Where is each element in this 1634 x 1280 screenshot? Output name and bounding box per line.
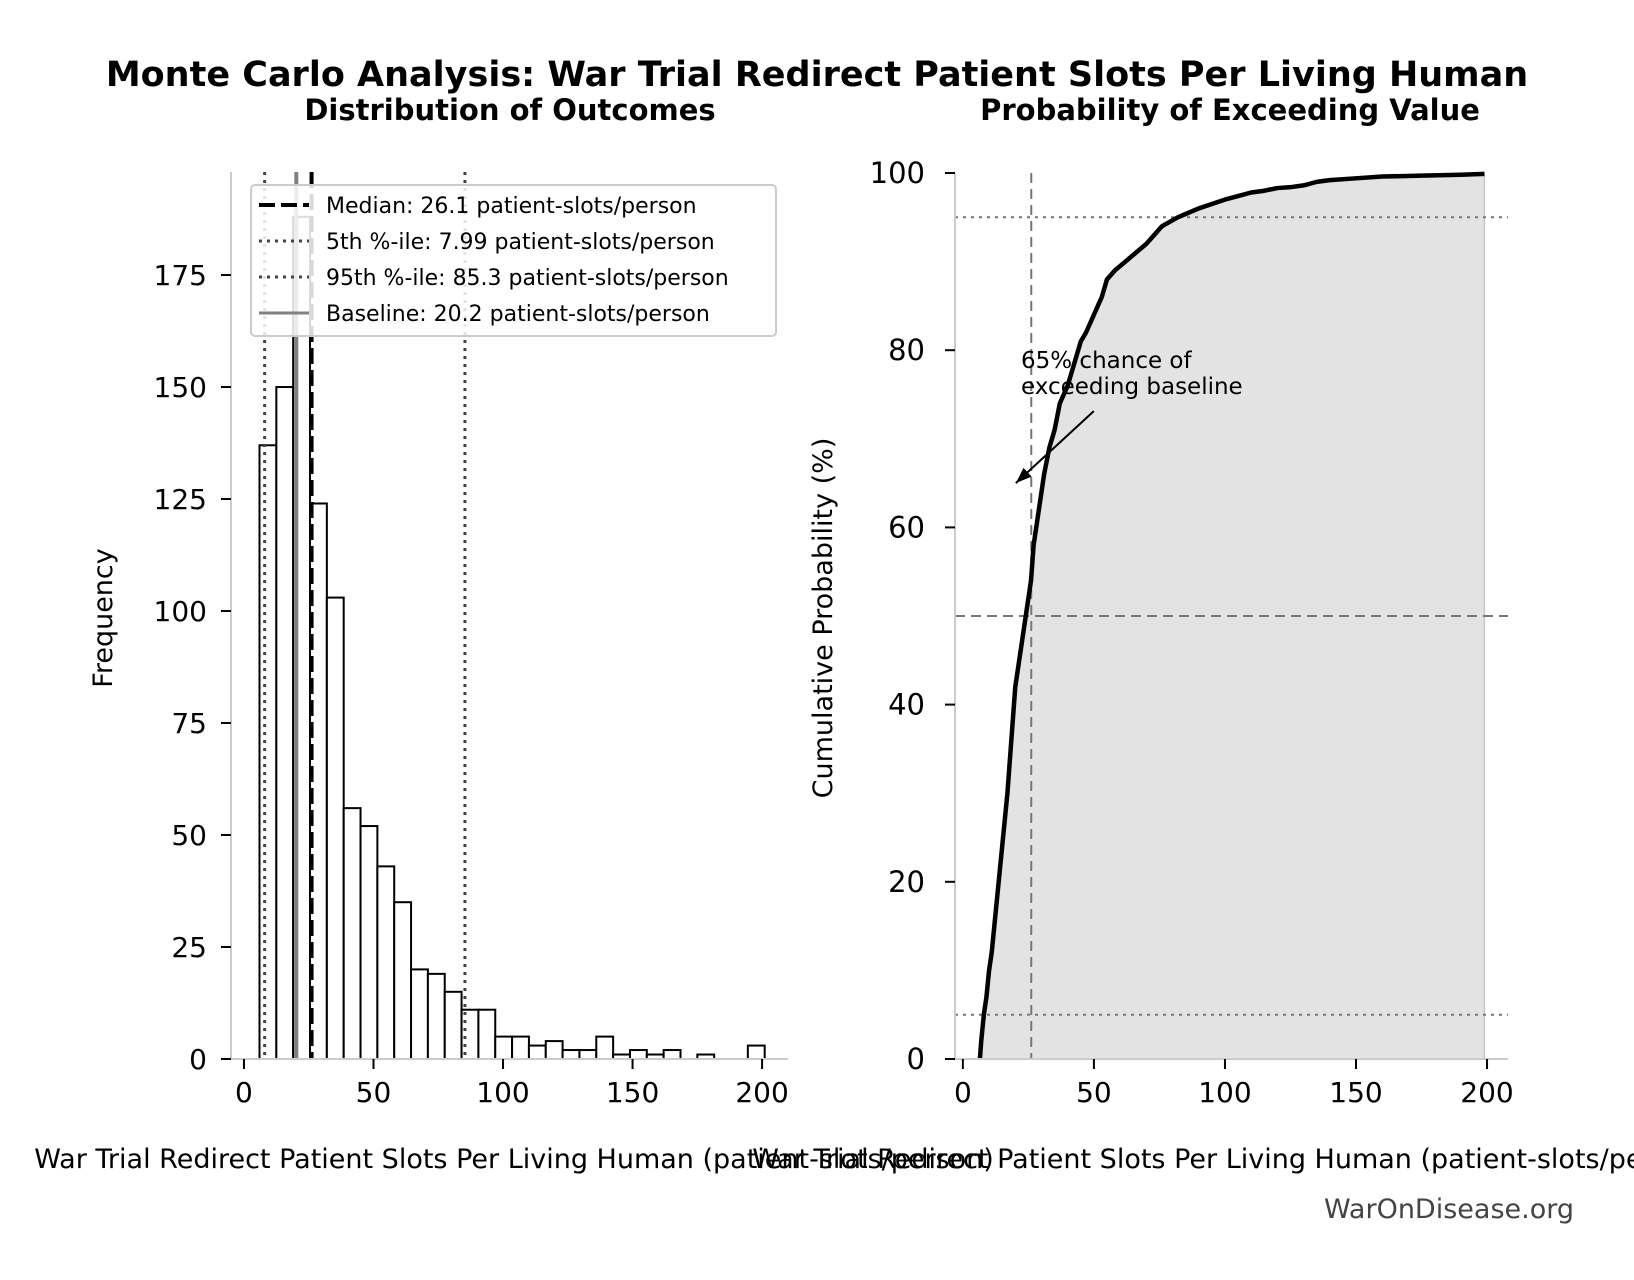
histogram-bar <box>460 1008 480 1061</box>
x-tick-label: 200 <box>1460 1076 1513 1109</box>
y-tick-label: 100 <box>154 595 207 628</box>
y-tick-label: 125 <box>154 483 207 516</box>
histogram-bar <box>561 1049 581 1061</box>
y-tick-label: 40 <box>888 688 925 722</box>
y-tick-label: 20 <box>888 865 925 899</box>
annotation-line-2: exceeding baseline <box>1021 374 1243 400</box>
y-tick-label: 50 <box>171 819 207 852</box>
histogram-y-axis-label: Frequency <box>88 548 119 688</box>
histogram-bar <box>527 1044 547 1060</box>
histogram-legend: Median: 26.1 patient-slots/person 5th %-… <box>250 184 777 337</box>
cdf-reference-lines <box>955 173 1508 1059</box>
y-tick-label: 175 <box>154 259 207 292</box>
cdf-line <box>977 171 1485 1060</box>
legend-p95-label: 95th %-ile: 85.3 patient-slots/person <box>326 266 729 291</box>
y-tick-label: 150 <box>154 371 207 404</box>
histogram-bar <box>410 968 429 1061</box>
histogram-bar <box>578 1049 598 1061</box>
annotation-line-1: 65% chance of <box>1021 348 1193 374</box>
y-tick-label: 0 <box>907 1042 925 1076</box>
y-tick-label: 25 <box>171 931 207 964</box>
histogram-panel: Distribution of Outcomes 0 25 50 75 100 125 15… <box>34 93 994 1175</box>
cdf-y-axis-label: Cumulative Probability (%) <box>808 438 839 799</box>
histogram-bar <box>477 1008 497 1061</box>
legend-frame <box>250 184 777 337</box>
y-tick-label: 75 <box>171 707 207 740</box>
x-tick-label: 100 <box>476 1076 529 1109</box>
cdf-x-axis-label: War Trial Redirect Patient Slots Per Liv… <box>752 1144 1634 1175</box>
legend-baseline-label: Baseline: 20.2 patient-slots/person <box>326 302 710 327</box>
annotation-arrow <box>1015 410 1095 484</box>
histogram-x-axis-label: War Trial Redirect Patient Slots Per Liv… <box>34 1144 994 1175</box>
legend-p5-label: 5th %-ile: 7.99 patient-slots/person <box>326 230 715 255</box>
histogram-bar <box>325 596 345 1060</box>
x-tick-label: 50 <box>356 1076 392 1109</box>
cdf-title: Probability of Exceeding Value <box>980 93 1480 127</box>
histogram-axes: 0 25 50 75 100 125 150 175 0 50 100 150 200 <box>154 172 789 1109</box>
x-tick-label: 0 <box>235 1076 253 1109</box>
cdf-curve <box>977 171 1485 1060</box>
histogram-bar <box>376 865 396 1061</box>
y-tick-label: 0 <box>189 1043 207 1076</box>
histogram-bars <box>258 172 766 1061</box>
histogram-bar <box>258 444 278 1060</box>
histogram-bar <box>494 1035 514 1060</box>
cdf-axes: 0 20 40 60 80 100 0 50 100 150 200 <box>870 156 1514 1109</box>
histogram-bar <box>628 1049 648 1061</box>
cdf-panel: Probability of Exceeding Value 0 20 40 60 80… <box>752 93 1634 1175</box>
annotation-arrow-head <box>1015 467 1032 484</box>
histogram-bar <box>544 1040 564 1061</box>
x-tick-label: 100 <box>1198 1076 1251 1109</box>
histogram-bar <box>746 1044 766 1060</box>
histogram-title: Distribution of Outcomes <box>304 93 715 127</box>
x-tick-label: 200 <box>735 1076 788 1109</box>
cdf-annotation: 65% chance of exceeding baseline <box>1015 348 1243 484</box>
y-tick-label: 80 <box>888 333 925 367</box>
histogram-bar <box>511 1035 530 1060</box>
x-tick-label: 0 <box>954 1076 972 1109</box>
histogram-bar <box>342 807 362 1060</box>
histogram-bar <box>393 901 413 1061</box>
histogram-bar <box>595 1035 615 1060</box>
y-tick-label: 100 <box>870 156 925 190</box>
histogram-bar <box>443 990 463 1061</box>
x-tick-label: 150 <box>1329 1076 1382 1109</box>
histogram-bar <box>426 972 446 1061</box>
x-tick-label: 150 <box>606 1076 659 1109</box>
legend-median-label: Median: 26.1 patient-slots/person <box>326 194 697 219</box>
histogram-bar <box>275 386 295 1061</box>
figure-title: Monte Carlo Analysis: War Trial Redirect… <box>106 55 1528 95</box>
histogram-bar <box>359 825 379 1060</box>
watermark: WarOnDisease.org <box>1324 1194 1574 1225</box>
x-tick-label: 50 <box>1076 1076 1112 1109</box>
y-tick-label: 60 <box>888 510 925 544</box>
histogram-bar <box>662 1049 682 1061</box>
